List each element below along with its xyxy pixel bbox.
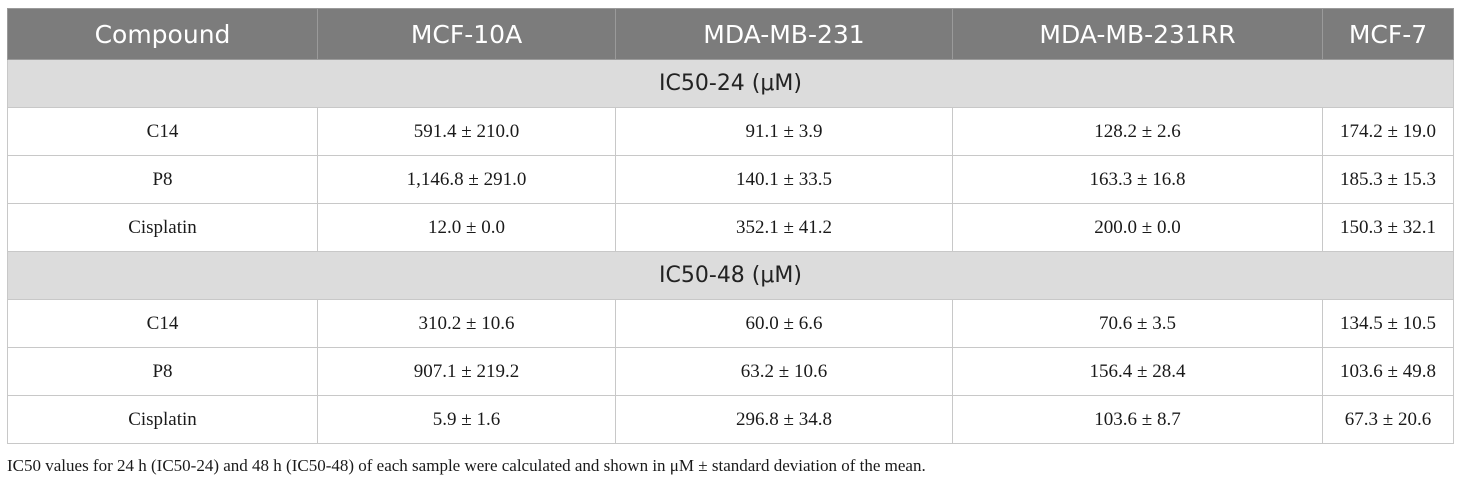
value-cell: 128.2 ± 2.6 [952,107,1323,156]
header-mda-mb-231rr: MDA-MB-231RR [952,8,1323,60]
header-mda-mb-231: MDA-MB-231 [615,8,953,60]
header-row: Compound MCF-10A MDA-MB-231 MDA-MB-231RR… [7,8,1454,60]
value-cell: 140.1 ± 33.5 [615,155,953,204]
table-row: C14 591.4 ± 210.0 91.1 ± 3.9 128.2 ± 2.6… [7,107,1454,156]
table-row: Cisplatin 5.9 ± 1.6 296.8 ± 34.8 103.6 ±… [7,395,1454,444]
value-cell: 150.3 ± 32.1 [1322,203,1454,252]
compound-cell: C14 [7,299,318,348]
ic50-table-container: Compound MCF-10A MDA-MB-231 MDA-MB-231RR… [7,8,1454,444]
value-cell: 1,146.8 ± 291.0 [317,155,616,204]
value-cell: 60.0 ± 6.6 [615,299,953,348]
value-cell: 352.1 ± 41.2 [615,203,953,252]
compound-cell: P8 [7,155,318,204]
section-row-ic50-48: IC50-48 (μM) [7,251,1454,300]
value-cell: 200.0 ± 0.0 [952,203,1323,252]
value-cell: 63.2 ± 10.6 [615,347,953,396]
header-mcf-10a: MCF-10A [317,8,616,60]
value-cell: 174.2 ± 19.0 [1322,107,1454,156]
table-row: C14 310.2 ± 10.6 60.0 ± 6.6 70.6 ± 3.5 1… [7,299,1454,348]
value-cell: 296.8 ± 34.8 [615,395,953,444]
value-cell: 907.1 ± 219.2 [317,347,616,396]
value-cell: 310.2 ± 10.6 [317,299,616,348]
table-header: Compound MCF-10A MDA-MB-231 MDA-MB-231RR… [7,8,1454,60]
table-footnote: IC50 values for 24 h (IC50-24) and 48 h … [7,456,926,475]
compound-cell: Cisplatin [7,395,318,444]
value-cell: 91.1 ± 3.9 [615,107,953,156]
section-title: IC50-48 (μM) [7,251,1454,300]
section-row-ic50-24: IC50-24 (μM) [7,59,1454,108]
value-cell: 163.3 ± 16.8 [952,155,1323,204]
table-row: P8 907.1 ± 219.2 63.2 ± 10.6 156.4 ± 28.… [7,347,1454,396]
compound-cell: P8 [7,347,318,396]
header-compound: Compound [7,8,318,60]
value-cell: 591.4 ± 210.0 [317,107,616,156]
ic50-table: Compound MCF-10A MDA-MB-231 MDA-MB-231RR… [7,8,1454,444]
compound-cell: Cisplatin [7,203,318,252]
table-row: P8 1,146.8 ± 291.0 140.1 ± 33.5 163.3 ± … [7,155,1454,204]
value-cell: 134.5 ± 10.5 [1322,299,1454,348]
compound-cell: C14 [7,107,318,156]
value-cell: 103.6 ± 49.8 [1322,347,1454,396]
value-cell: 103.6 ± 8.7 [952,395,1323,444]
value-cell: 70.6 ± 3.5 [952,299,1323,348]
section-title: IC50-24 (μM) [7,59,1454,108]
value-cell: 12.0 ± 0.0 [317,203,616,252]
table-body: IC50-24 (μM) C14 591.4 ± 210.0 91.1 ± 3.… [7,59,1454,444]
value-cell: 156.4 ± 28.4 [952,347,1323,396]
value-cell: 67.3 ± 20.6 [1322,395,1454,444]
header-mcf-7: MCF-7 [1322,8,1454,60]
table-row: Cisplatin 12.0 ± 0.0 352.1 ± 41.2 200.0 … [7,203,1454,252]
value-cell: 185.3 ± 15.3 [1322,155,1454,204]
value-cell: 5.9 ± 1.6 [317,395,616,444]
